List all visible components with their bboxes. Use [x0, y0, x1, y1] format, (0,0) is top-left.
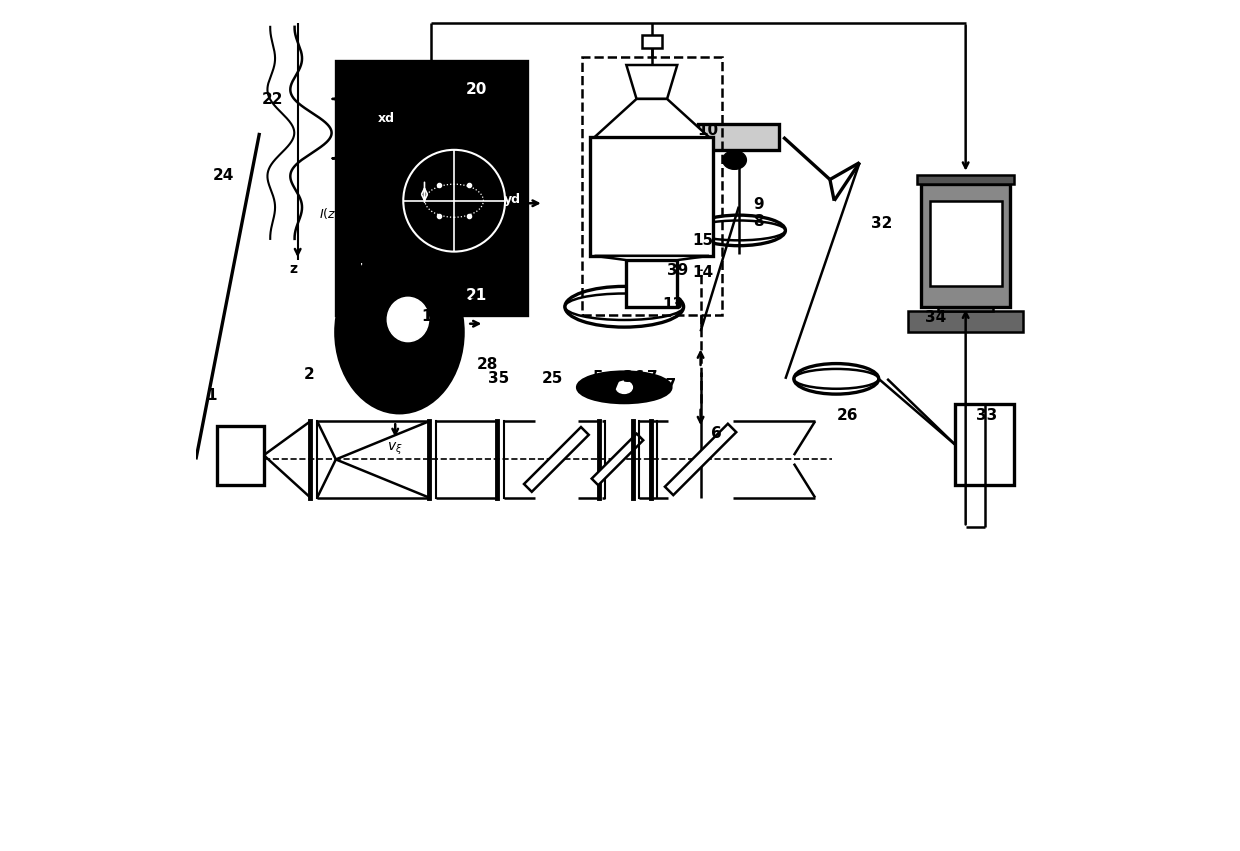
- Ellipse shape: [616, 381, 632, 393]
- Text: 21: 21: [460, 298, 481, 312]
- Bar: [626, 260, 677, 306]
- Text: 2: 2: [304, 367, 315, 382]
- Ellipse shape: [578, 372, 671, 403]
- Text: 27: 27: [601, 377, 622, 392]
- Text: 26: 26: [837, 408, 858, 423]
- Ellipse shape: [387, 297, 429, 341]
- Bar: [939, 302, 993, 311]
- Polygon shape: [594, 256, 709, 260]
- Text: 5: 5: [593, 370, 603, 386]
- Ellipse shape: [723, 151, 746, 169]
- Polygon shape: [626, 65, 677, 99]
- Text: $v_\xi$: $v_\xi$: [387, 441, 403, 457]
- Text: 6: 6: [712, 426, 722, 442]
- Text: 22: 22: [262, 92, 283, 107]
- Polygon shape: [594, 99, 709, 137]
- Text: yd: yd: [503, 193, 521, 206]
- Text: $\nu$M: $\nu$M: [358, 260, 376, 271]
- Text: 33: 33: [976, 408, 997, 423]
- Bar: [930, 201, 1002, 286]
- Text: 7: 7: [647, 370, 657, 386]
- Text: z: z: [289, 262, 298, 276]
- Text: 37: 37: [655, 378, 677, 393]
- Text: 14: 14: [693, 266, 714, 280]
- Bar: [582, 56, 722, 315]
- Text: 13: 13: [662, 297, 683, 311]
- Polygon shape: [591, 434, 644, 485]
- Text: 25: 25: [542, 371, 563, 386]
- Bar: [217, 426, 264, 485]
- Text: 3: 3: [415, 371, 427, 386]
- Text: 24: 24: [212, 168, 233, 183]
- Text: 38: 38: [345, 313, 366, 328]
- Polygon shape: [665, 424, 737, 495]
- Text: 23: 23: [336, 168, 357, 183]
- Text: 15: 15: [693, 233, 714, 248]
- Bar: [909, 311, 1023, 332]
- Bar: [916, 175, 1014, 184]
- Bar: [336, 60, 527, 315]
- Text: 34: 34: [925, 311, 946, 325]
- Text: 21: 21: [466, 288, 487, 303]
- Bar: [698, 124, 779, 150]
- Text: 8: 8: [753, 214, 764, 230]
- Text: 19: 19: [422, 310, 443, 324]
- Bar: [921, 184, 1011, 306]
- Text: 35: 35: [489, 371, 510, 386]
- Bar: [955, 404, 1014, 485]
- Bar: [641, 36, 662, 48]
- Text: 9: 9: [753, 197, 764, 213]
- Bar: [590, 137, 713, 256]
- Text: 20: 20: [477, 261, 498, 276]
- Text: 36: 36: [622, 370, 645, 386]
- Text: 39: 39: [667, 263, 688, 277]
- Text: 20: 20: [466, 82, 487, 97]
- Text: 28: 28: [477, 357, 498, 372]
- Text: $v_\eta$: $v_\eta$: [476, 302, 491, 317]
- Text: 32: 32: [870, 216, 892, 231]
- Text: 10: 10: [698, 123, 719, 138]
- Text: $I(z)$: $I(z)$: [319, 206, 340, 220]
- Ellipse shape: [336, 252, 463, 413]
- Text: xd: xd: [378, 111, 394, 125]
- Text: 1: 1: [206, 388, 217, 403]
- Polygon shape: [525, 427, 589, 492]
